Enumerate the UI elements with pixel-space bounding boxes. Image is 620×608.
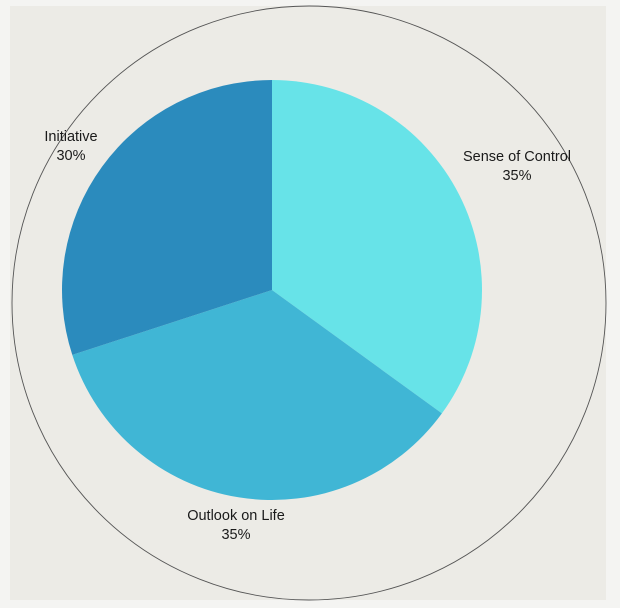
outer-ring <box>11 5 607 601</box>
slice-label: Sense of Control <box>463 149 571 165</box>
pie-slice-sense-of-control <box>272 80 482 414</box>
pie-slices <box>61 80 482 501</box>
slice-label: Initiative <box>44 129 97 145</box>
slice-value-label: 35% <box>221 527 250 543</box>
slice-value-label: 30% <box>56 148 85 164</box>
slice-label: Outlook on Life <box>187 508 285 524</box>
chart-area: Sense of Control 35% Outlook on Life 35% Ini… <box>10 5 607 601</box>
pie-labels: Sense of Control 35% Outlook on Life 35% Ini… <box>44 129 571 543</box>
pie-slice-outlook-on-life <box>72 290 442 501</box>
pie-slice-initiative <box>61 80 272 355</box>
slice-value-label: 35% <box>502 168 531 184</box>
